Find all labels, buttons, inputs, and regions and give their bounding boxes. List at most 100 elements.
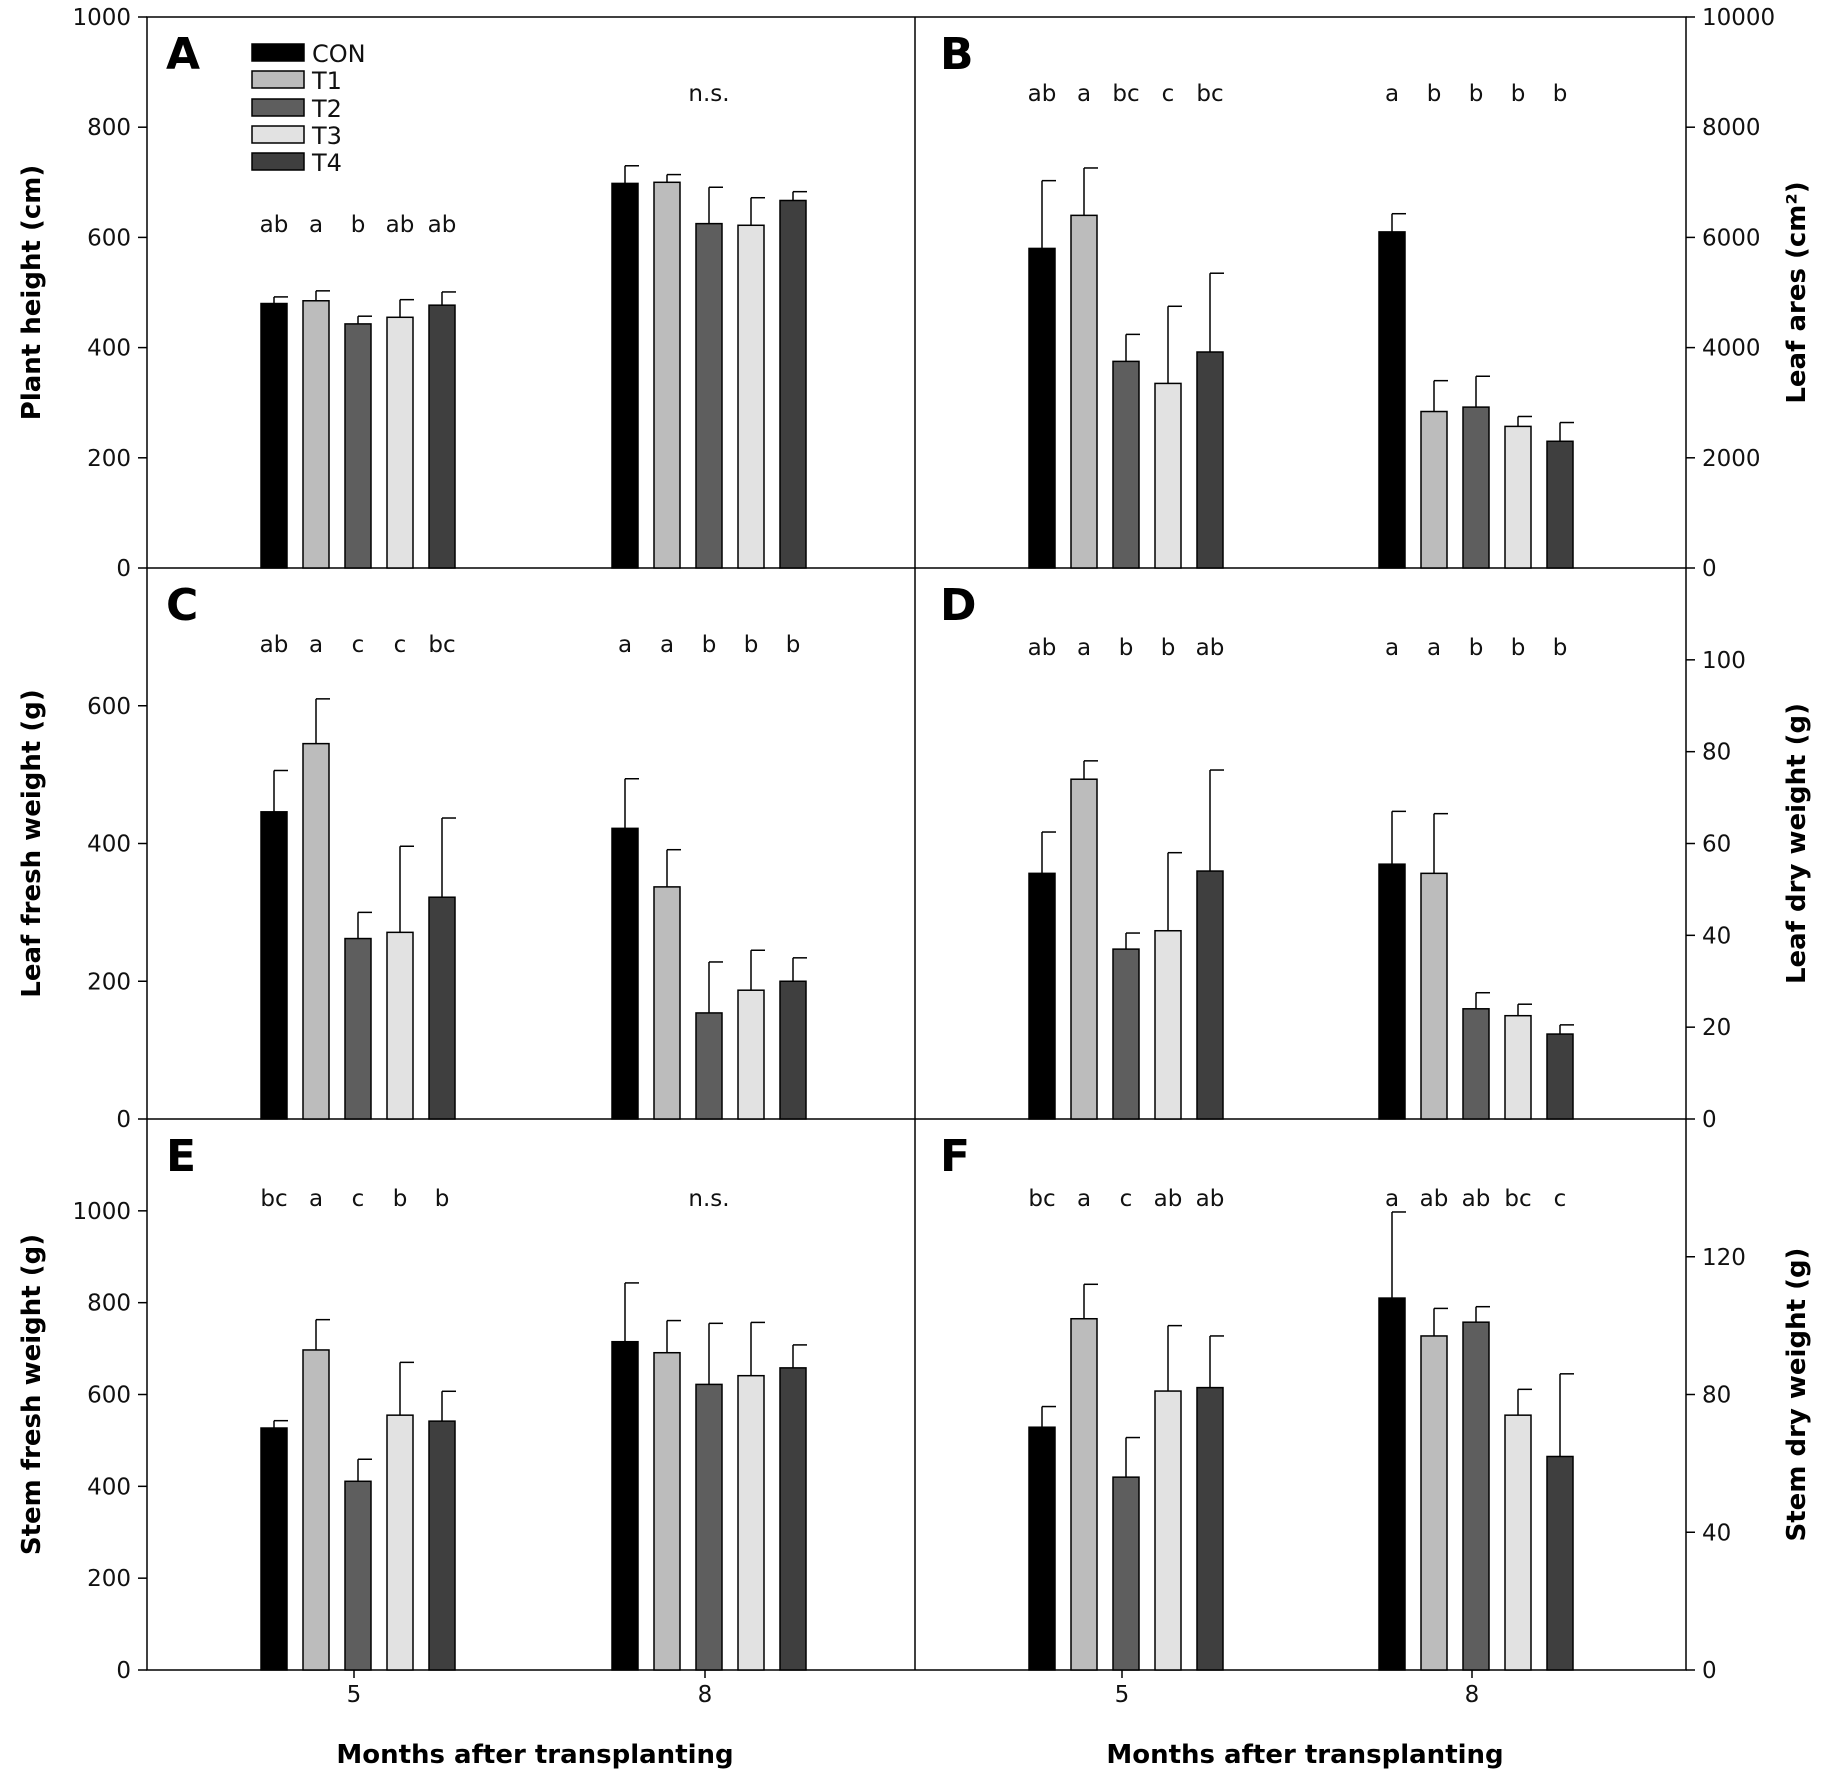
panel-c-sig-m5-t1: a <box>309 632 323 658</box>
panel-e-ytick-0-label: 0 <box>116 1658 131 1684</box>
legend-swatch-t4 <box>251 152 305 171</box>
panel-e-bar-m5-con <box>260 1427 288 1671</box>
panel-f-sig-m5-t4: ab <box>1196 1186 1225 1212</box>
panel-d-bar-m8-t3 <box>1504 1014 1532 1120</box>
legend-label-t4: T4 <box>311 149 342 177</box>
panel-f-bar-m8-t3 <box>1504 1414 1532 1671</box>
panel-d-sig-m8-t3: b <box>1511 635 1526 661</box>
panel-c-ytick-2-label: 400 <box>87 832 131 858</box>
panel-c-sig-m8-t3: b <box>744 632 759 658</box>
panel-c-sig-m8-t1: a <box>660 632 674 658</box>
panel-f-sig-m8-con: a <box>1385 1186 1399 1212</box>
panel-c-sig-m5-t4: bc <box>428 632 455 658</box>
x-axis-title-left: Months after transplanting <box>336 1740 733 1770</box>
panel-b-letter: B <box>940 29 974 80</box>
panel-d-sig-m8-t2: b <box>1469 635 1484 661</box>
panel-d-sig-m5-t4: ab <box>1196 635 1225 661</box>
panel-b-y-axis-title: Leaf ares (cm²) <box>1782 181 1812 403</box>
panel-b-bar-m5-t2 <box>1112 360 1140 569</box>
panel-f-sig-m5-t3: ab <box>1154 1186 1183 1212</box>
panel-e-ytick-5-label: 1000 <box>72 1199 131 1225</box>
legend-swatch-con <box>251 43 305 62</box>
x-tick-left-8: 8 <box>698 1682 713 1708</box>
panel-c-ytick-3-label: 600 <box>87 694 131 720</box>
panel-f-ytick-3-label: 120 <box>1702 1245 1746 1271</box>
panel-e-bar-m8-t3 <box>737 1374 765 1671</box>
panel-d-letter: D <box>940 580 977 631</box>
panel-e-ytick-1-label: 200 <box>87 1566 131 1592</box>
panel-b-sig-m8-t4: b <box>1553 81 1568 107</box>
panel-c-bar-m8-t1 <box>653 886 681 1120</box>
x-axis-title-right: Months after transplanting <box>1106 1740 1503 1770</box>
panel-a-sig-m5-con: ab <box>260 212 289 238</box>
panel-e: 0 200 400 600 800 1000 Stem fresh weight (g) Eb… <box>17 1131 807 1684</box>
panel-a-letter: A <box>166 29 200 80</box>
panel-c-ytick-0-label: 0 <box>116 1107 131 1133</box>
panel-a-bar-m8-t2 <box>695 222 723 569</box>
panel-f-sig-m5-t2: c <box>1120 1186 1133 1212</box>
x-tick-left-5: 5 <box>347 1682 362 1708</box>
panel-b-sig-m8-t1: b <box>1427 81 1442 107</box>
legend-label-con: CON <box>312 40 366 68</box>
panel-d-sig-m8-con: a <box>1385 635 1399 661</box>
panel-f-sig-m8-t2: ab <box>1462 1186 1491 1212</box>
panel-f-bar-m5-t1 <box>1070 1317 1098 1671</box>
panel-b-bar-m5-t1 <box>1070 214 1098 569</box>
panel-d-bar-m5-t3 <box>1154 929 1182 1120</box>
panel-d-sig-m8-t1: a <box>1427 635 1441 661</box>
panel-d-bar-m8-con <box>1378 863 1406 1120</box>
panel-d-bar-m8-t2 <box>1462 1008 1490 1120</box>
panel-e-bar-m8-t2 <box>695 1383 723 1671</box>
panel-a-bar-m5-con <box>260 302 288 569</box>
panel-d-bar-m5-t4 <box>1196 870 1224 1120</box>
legend: CON T1 T2 T3 T4 <box>251 40 366 177</box>
legend-swatch-t1 <box>251 70 305 89</box>
panel-f-bar-m5-t3 <box>1154 1390 1182 1671</box>
panel-e-bar-m5-t1 <box>302 1349 330 1671</box>
panel-c-bar-m8-t4 <box>779 980 807 1120</box>
panel-b-bar-m8-t1 <box>1420 410 1448 569</box>
panel-b-ytick-4-label: 8000 <box>1702 115 1761 141</box>
legend-label-t3: T3 <box>311 122 342 150</box>
panel-b-sig-m8-con: a <box>1385 81 1399 107</box>
panel-a-ytick-3-label: 600 <box>87 225 131 251</box>
panel-f-bar-m8-t1 <box>1420 1335 1448 1671</box>
panel-c-bar-m5-t4 <box>428 896 456 1120</box>
panel-e-letter: E <box>166 1131 196 1182</box>
panel-a-ytick-0-label: 0 <box>116 556 131 582</box>
panel-a-sig-m5-t4: ab <box>428 212 457 238</box>
panel-b-sig-m5-t1: a <box>1077 81 1091 107</box>
panel-a-y-axis-title: Plant height (cm) <box>17 165 47 420</box>
panel-d-ytick-5-label: 100 <box>1702 648 1746 674</box>
panel-a-bar-m8-t3 <box>737 224 765 569</box>
panel-a-sig-m5-t3: ab <box>386 212 415 238</box>
panel-d-ytick-0-label: 0 <box>1702 1107 1717 1133</box>
panel-d-bar-m5-con <box>1028 872 1056 1120</box>
panel-c-sig-m5-t3: c <box>394 632 407 658</box>
panel-d-ytick-3-label: 60 <box>1702 832 1731 858</box>
panel-c-sig-m8-con: a <box>618 632 632 658</box>
panel-f-bar-m8-con <box>1378 1297 1406 1671</box>
panel-b-bar-m8-t2 <box>1462 406 1490 569</box>
panel-a-ytick-1-label: 200 <box>87 446 131 472</box>
panel-e-ytick-3-label: 600 <box>87 1383 131 1409</box>
x-tick-right-5: 5 <box>1115 1682 1130 1708</box>
panel-a-bar-m8-con <box>611 182 639 569</box>
panel-a-sig-m5-t2: b <box>351 212 366 238</box>
panel-b-ytick-5-label: 10000 <box>1702 5 1775 31</box>
panel-e-ytick-2-label: 400 <box>87 1474 131 1500</box>
panel-b-sig-m5-t3: c <box>1162 81 1175 107</box>
panel-b-sig-m8-t3: b <box>1511 81 1526 107</box>
panel-b-ytick-3-label: 6000 <box>1702 225 1761 251</box>
panel-b-ytick-2-label: 4000 <box>1702 336 1761 362</box>
panel-b-sig-m8-t2: b <box>1469 81 1484 107</box>
panel-d-sig-m8-t4: b <box>1553 635 1568 661</box>
panel-f-bar-m8-t2 <box>1462 1321 1490 1671</box>
panel-b-sig-m5-t2: bc <box>1112 81 1139 107</box>
panel-d-bar-m5-t1 <box>1070 778 1098 1120</box>
panel-e-bar-m5-t2 <box>344 1480 372 1671</box>
panel-c-bar-m5-t1 <box>302 742 330 1120</box>
panel-d-y-axis-title: Leaf dry weight (g) <box>1782 703 1812 984</box>
